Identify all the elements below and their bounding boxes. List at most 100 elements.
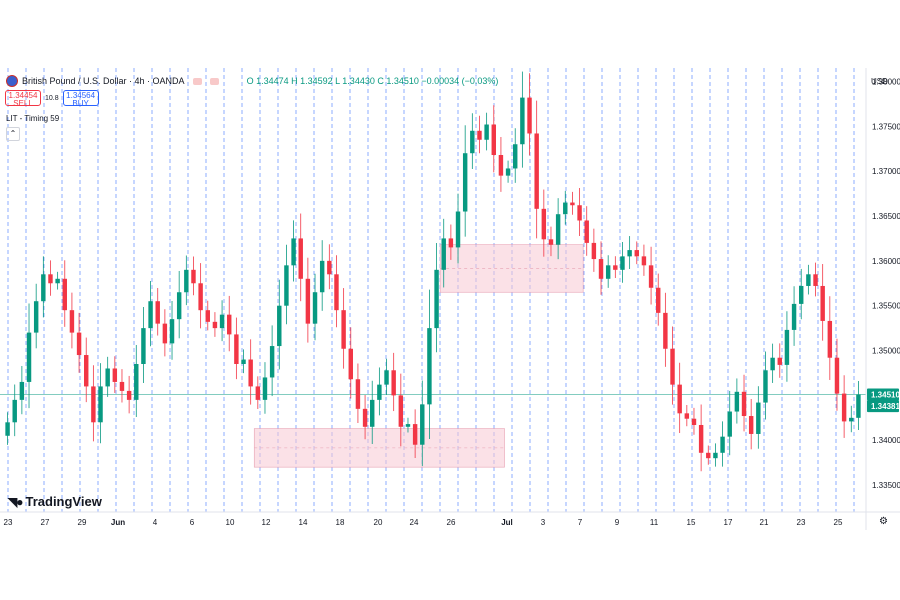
candle-body [148, 301, 153, 329]
candle-body [634, 250, 639, 257]
candle-body [756, 402, 761, 434]
sell-button[interactable]: 1.34454 SELL [5, 90, 41, 108]
candle-body [420, 404, 425, 445]
candle-body [627, 250, 632, 257]
candle-body [84, 355, 89, 387]
time-tick-label: 12 [262, 518, 271, 527]
collapse-chevron-icon[interactable]: ⌃ [6, 127, 20, 141]
sell-label: SELL [13, 99, 33, 108]
candle-body [269, 346, 275, 378]
candle-body [176, 292, 182, 320]
alert-icon[interactable] [209, 77, 219, 85]
candle-body [570, 202, 575, 206]
candle-body [706, 452, 711, 459]
candle-body [219, 314, 225, 329]
candle-body [41, 274, 46, 302]
candle-body [76, 332, 82, 356]
candle-body [212, 321, 218, 329]
candle-body [813, 274, 818, 286]
price-tick-label: 1.34000 [872, 436, 900, 445]
candle-body [641, 256, 647, 266]
candle-body [670, 348, 675, 385]
candle-body [448, 238, 454, 248]
tradingview-logo: ◥● TradingView [8, 494, 102, 509]
candle-body [255, 386, 261, 400]
candle-body [334, 274, 339, 311]
candle-body [770, 357, 775, 371]
tradingview-mark-icon: ◥● [8, 494, 24, 509]
sell-price: 1.34454 [8, 91, 38, 100]
ohlc-values: O 1.34474 H 1.34592 L 1.34430 C 1.34510 … [246, 76, 499, 86]
price-tick-label: 1.36000 [872, 257, 900, 266]
candle-body [555, 214, 561, 245]
candle-body [534, 133, 539, 209]
candle-body [262, 377, 268, 400]
candle-body [806, 274, 811, 286]
compare-icon[interactable] [192, 77, 202, 85]
time-tick-label: 6 [190, 518, 195, 527]
candle-body [849, 417, 854, 422]
candle-body [12, 399, 17, 423]
buy-button[interactable]: 1.34564 BUY [62, 90, 99, 108]
candle-body [241, 359, 246, 364]
candle-body [827, 320, 833, 358]
candle-body [484, 124, 489, 140]
time-tick-label: 29 [78, 518, 87, 527]
currency-label[interactable]: USD [871, 77, 888, 86]
time-axis[interactable]: 23 27 29 Jun 4 6 10 12 14 18 20 24 26 Jul 3 7 9 11 15 17 21 2… [4, 518, 843, 527]
price-axis[interactable]: 1.38000 1.37500 1.37000 1.36500 1.36000 1.355… [867, 77, 900, 490]
time-tick-label: 10 [226, 518, 235, 527]
candle-body [91, 386, 96, 423]
time-tick-label: 9 [615, 518, 620, 527]
time-tick-label: 11 [650, 518, 659, 527]
candle-body [563, 202, 568, 215]
time-tick-label: 20 [374, 518, 383, 527]
candle-body [748, 416, 754, 434]
candle-body [384, 370, 389, 385]
candle-body [377, 384, 382, 400]
zone-rect[interactable] [253, 428, 505, 468]
date-separator-lines [7, 68, 855, 512]
price-badge-label: 1.34381 [871, 402, 900, 411]
candle-body [455, 211, 461, 248]
candle-body [291, 238, 296, 266]
candle-body [784, 329, 790, 365]
symbol-title[interactable]: British Pound / U.S. Dollar · 4h · OANDA [22, 76, 185, 86]
candle-body [527, 97, 532, 134]
candle-body [434, 269, 439, 329]
candle-body [520, 97, 525, 145]
candle-body [205, 310, 210, 322]
gear-icon[interactable]: ⚙ [879, 516, 888, 527]
candle-body [677, 384, 682, 414]
candle-body [505, 168, 511, 176]
time-tick-label: Jul [501, 518, 513, 527]
candle-body [319, 260, 325, 293]
candle-body [348, 348, 353, 380]
candle-body [591, 242, 597, 260]
candlestick-series [5, 71, 861, 472]
time-tick-label: 23 [4, 518, 13, 527]
candle-body [391, 370, 396, 396]
candle-body [398, 395, 404, 427]
indicator-label[interactable]: LIT - Timing 59 [6, 114, 60, 123]
trade-buttons: 1.34454 SELL 10.8 1.34564 BUY [5, 90, 99, 108]
time-tick-label: 15 [687, 518, 696, 527]
zone-rect[interactable] [439, 244, 584, 293]
candle-body [734, 391, 740, 412]
gbp-usd-flag-icon [6, 75, 18, 87]
candle-body [26, 332, 32, 382]
price-badge [867, 388, 899, 401]
candle-body [98, 386, 103, 423]
candle-body [841, 393, 847, 422]
candle-body [248, 359, 253, 387]
candle-body [856, 394, 861, 418]
candle-body [162, 323, 168, 344]
candle-body [799, 285, 804, 304]
time-tick-label: 14 [299, 518, 308, 527]
candle-body [119, 381, 125, 391]
candle-body [462, 153, 468, 212]
candle-body [605, 265, 611, 279]
candle-body [720, 436, 725, 453]
candle-body [648, 265, 654, 288]
